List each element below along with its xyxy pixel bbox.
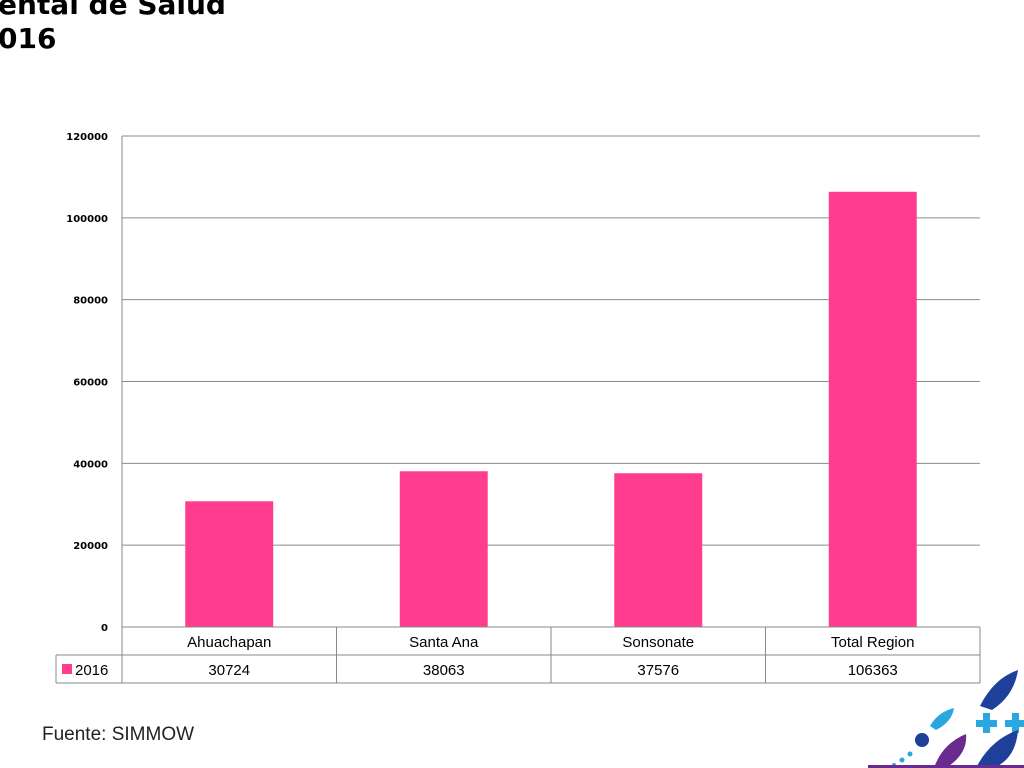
data-label: 38063 — [423, 662, 465, 679]
x-tick-label: Total Region — [831, 634, 914, 651]
bar-total-region — [828, 191, 917, 627]
x-tick-label: Santa Ana — [409, 634, 479, 651]
x-tick-label: Sonsonate — [622, 634, 694, 651]
y-tick-label: 80000 — [73, 296, 108, 307]
data-label: 30724 — [208, 662, 250, 679]
data-label: 106363 — [848, 662, 898, 679]
y-tick-label: 100000 — [66, 214, 108, 225]
legend-label: 2016 — [75, 662, 108, 679]
x-tick-label: Ahuachapan — [187, 634, 271, 651]
bar-santa-ana — [399, 471, 488, 627]
bar-chart: 0 20000 40000 60000 80000 100000 120000 Ahuacha… — [55, 132, 981, 684]
title-line-1: ental de Salud — [0, 0, 226, 21]
source-note: Fuente: SIMMOW — [42, 724, 195, 745]
y-tick-label: 60000 — [73, 378, 108, 389]
ministry-health-logo-icon — [868, 670, 1024, 768]
y-tick-label: 120000 — [66, 132, 108, 143]
bar-ahuachapan — [185, 501, 274, 627]
legend-swatch — [62, 664, 72, 674]
y-tick-label: 40000 — [73, 459, 108, 470]
data-label: 37576 — [637, 662, 679, 679]
page-title: ental de Salud 016 — [0, 0, 226, 56]
y-tick-label: 20000 — [73, 541, 108, 552]
y-tick-label: 0 — [101, 623, 108, 634]
bar-sonsonate — [614, 473, 703, 627]
title-line-2: 016 — [0, 22, 57, 55]
